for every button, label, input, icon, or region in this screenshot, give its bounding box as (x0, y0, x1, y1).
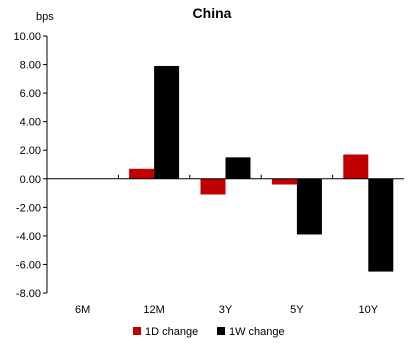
legend-label: 1W change (229, 326, 285, 338)
bar-1w-3y (225, 157, 251, 179)
legend: 1D change 1W change (133, 326, 285, 338)
y-tick-label: 2.00 (20, 145, 41, 157)
bar-1w-12m (154, 65, 180, 179)
bar-1d-12m (129, 168, 155, 179)
y-axis: 10.00 8.00 6.00 4.00 2.00 0.00 -2.00 -4.00 -6.00… (13, 31, 48, 300)
bar-1w-5y (296, 178, 322, 235)
y-tick-label: -2.00 (16, 202, 41, 214)
x-tick-label: 12M (143, 304, 164, 316)
bar-1w-10y (368, 178, 394, 272)
x-tick-label: 10Y (359, 304, 379, 316)
bar-1d-10y (343, 154, 369, 179)
chart-title: China (193, 5, 232, 21)
bar-1d-3y (200, 178, 226, 195)
legend-swatch (133, 327, 141, 335)
y-tick-label: 0.00 (20, 174, 41, 186)
bars (129, 65, 394, 272)
x-tick-label: 6M (75, 304, 90, 316)
y-tick-label: -8.00 (16, 288, 41, 300)
y-unit-label: bps (36, 11, 54, 23)
legend-label: 1D change (145, 326, 198, 338)
x-tick-label: 5Y (290, 304, 304, 316)
y-tick-label: 6.00 (20, 88, 41, 100)
y-tick-label: 4.00 (20, 117, 41, 129)
x-tick-label: 3Y (219, 304, 233, 316)
legend-swatch (217, 327, 225, 335)
y-tick-label: 8.00 (20, 60, 41, 72)
y-tick-label: -6.00 (16, 259, 41, 271)
y-tick-label: -4.00 (16, 231, 41, 243)
bar-1d-5y (271, 178, 297, 185)
y-tick-label: 10.00 (13, 31, 41, 43)
x-axis: 6M 12M 3Y 5Y 10Y (47, 174, 404, 316)
